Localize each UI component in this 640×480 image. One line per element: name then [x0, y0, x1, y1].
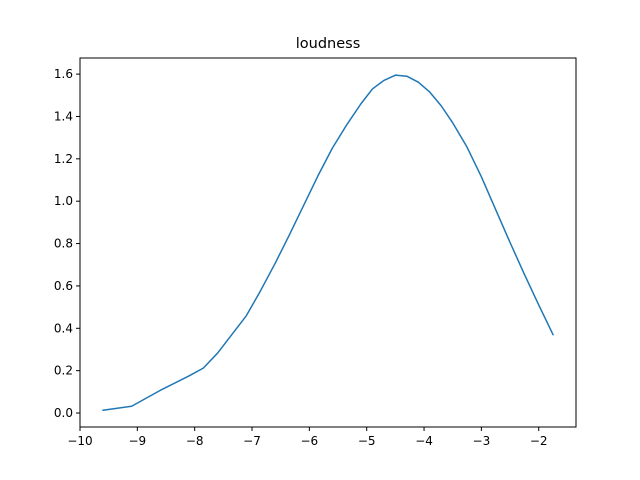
y-axis: 0.0 0.2 0.4 0.6 0.8 1.0 1.2 1.4 1.6	[54, 67, 80, 420]
x-tick-label: −7	[243, 434, 261, 448]
x-tick-label: −10	[67, 434, 92, 448]
plot-frame	[79, 57, 577, 428]
y-tick-label: 1.4	[54, 109, 73, 123]
x-tick-label: −5	[358, 434, 376, 448]
y-tick-label: 1.2	[54, 152, 73, 166]
y-tick-label: 0.6	[54, 279, 73, 293]
y-tick-label: 1.0	[54, 194, 73, 208]
x-axis: −10 −9 −8 −7 −6 −5 −4 −3 −2	[67, 427, 548, 448]
x-tick-label: −6	[301, 434, 319, 448]
x-tick-label: −3	[473, 434, 491, 448]
y-tick-label: 0.8	[54, 237, 73, 251]
x-tick-label: −4	[415, 434, 433, 448]
series-layer	[102, 74, 554, 412]
y-tick-label: 1.6	[54, 67, 73, 81]
y-tick-label: 0.0	[54, 406, 73, 420]
y-tick-label: 0.4	[54, 321, 73, 335]
series-line-0	[102, 74, 554, 412]
x-tick-label: −8	[186, 434, 204, 448]
chart-title: loudness	[296, 36, 361, 52]
x-tick-label: −9	[128, 434, 146, 448]
x-tick-label: −2	[530, 434, 548, 448]
y-tick-label: 0.2	[54, 364, 73, 378]
